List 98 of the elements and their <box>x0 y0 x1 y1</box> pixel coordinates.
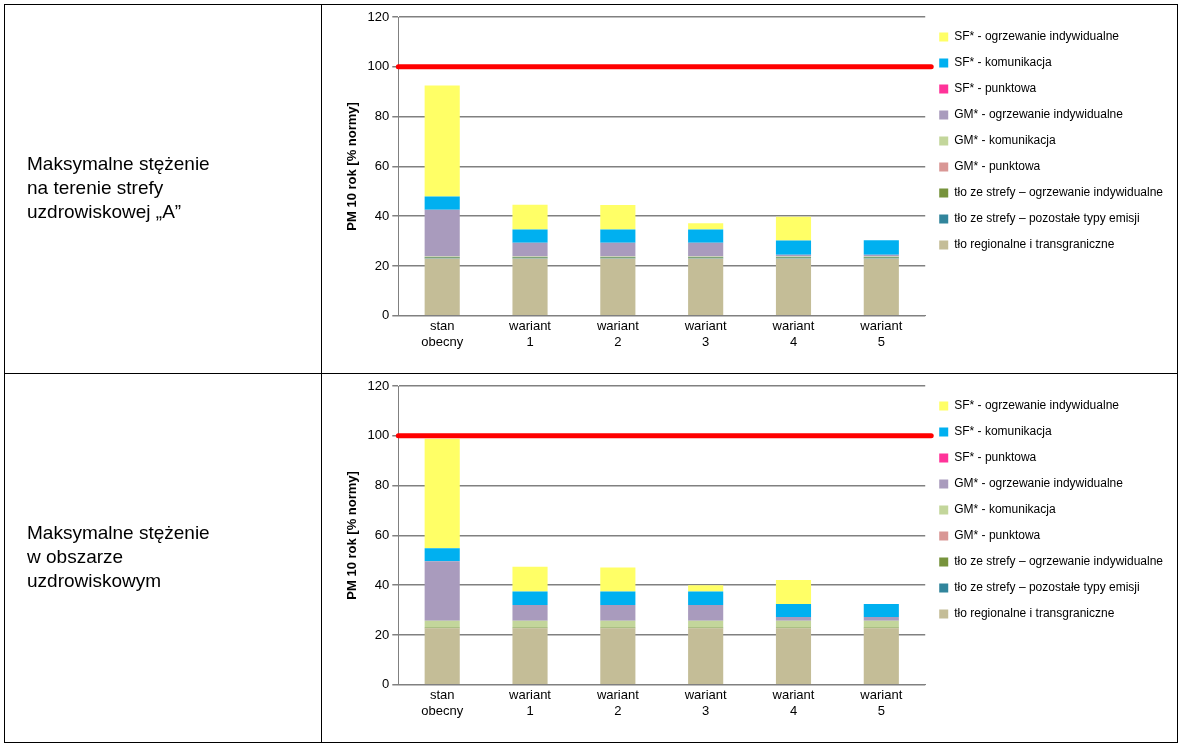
y-tick-label: 0 <box>382 307 390 323</box>
bar <box>512 229 548 243</box>
bar <box>512 566 548 592</box>
bar <box>600 591 636 606</box>
x-tick-label: wariant 4 <box>771 687 815 718</box>
bar <box>600 242 636 257</box>
bar <box>424 438 460 549</box>
legend-label: tło regionalne i transgraniczne <box>954 606 1115 621</box>
bar <box>863 617 899 621</box>
x-tick-label: wariant 3 <box>683 687 727 718</box>
bar <box>775 258 812 316</box>
bar <box>600 567 636 592</box>
x-tick-label: wariant 2 <box>595 687 640 718</box>
bar <box>424 620 460 628</box>
bar <box>512 591 548 606</box>
legend-label: GM* - ogrzewanie indywidualne <box>954 476 1124 491</box>
bar <box>863 628 899 685</box>
y-axis-title: PM 10 rok [% normy] <box>344 471 360 600</box>
bar <box>512 605 548 621</box>
legend-label: SF* - ogrzewanie indywidualne <box>954 398 1120 413</box>
bar <box>775 579 812 604</box>
legend-label: GM* - ogrzewanie indywidualne <box>954 107 1124 122</box>
x-tick-label: wariant 5 <box>859 687 903 718</box>
legend-label: SF* - komunikacja <box>954 55 1052 70</box>
bar <box>688 628 724 685</box>
bar <box>600 229 636 243</box>
legend-label: GM* - komunikacja <box>954 133 1056 148</box>
y-tick-label: 100 <box>367 58 390 74</box>
bar <box>424 196 460 210</box>
x-tick-label: wariant 3 <box>683 318 727 349</box>
legend-label: SF* - punktowa <box>954 81 1037 96</box>
bar <box>512 242 548 257</box>
y-tick-label: 60 <box>374 526 390 542</box>
x-tick-label: wariant 1 <box>508 687 552 718</box>
bar <box>600 620 636 628</box>
legend-label: SF* - punktowa <box>954 450 1037 465</box>
x-tick-label: wariant 5 <box>859 318 903 349</box>
y-tick-label: 120 <box>367 8 390 24</box>
legend-label: tło ze strefy – pozostałe typy emisji <box>954 211 1140 226</box>
bar <box>512 620 548 628</box>
bar <box>775 240 812 255</box>
legend-label: tło ze strefy – ogrzewanie indywidualne <box>954 185 1164 200</box>
bar <box>775 620 812 628</box>
x-tick-label: wariant 4 <box>771 318 815 349</box>
bar <box>688 229 724 243</box>
text: Maksymalne stężenie na terenie strefy uzdrowiskowej „A” <box>27 153 210 223</box>
x-tick-label: wariant 1 <box>508 318 552 349</box>
y-tick-label: 60 <box>374 157 390 173</box>
bar <box>688 620 724 628</box>
bar <box>424 561 460 621</box>
legend-label: SF* - ogrzewanie indywidualne <box>954 29 1120 44</box>
legend-label: tło ze strefy – ogrzewanie indywidualne <box>954 554 1164 569</box>
bar <box>600 205 636 230</box>
bar <box>863 620 899 628</box>
y-tick-label: 40 <box>374 207 390 223</box>
y-tick-label: 0 <box>382 676 390 692</box>
bar <box>688 242 724 257</box>
bar <box>775 216 812 241</box>
bar <box>600 605 636 621</box>
x-tick-label: stan obecny <box>421 687 464 718</box>
y-tick-label: 80 <box>374 477 390 493</box>
legend-label: tło ze strefy – pozostałe typy emisji <box>954 580 1140 595</box>
text: Maksymalne stężenie w obszarze uzdrowiskowym <box>26 522 210 592</box>
bar <box>424 628 460 685</box>
bar <box>863 240 899 255</box>
y-tick-label: 80 <box>374 108 390 124</box>
y-tick-label: 100 <box>367 427 390 443</box>
bar <box>424 548 460 562</box>
bar <box>424 85 460 197</box>
legend-label: SF* - komunikacja <box>954 424 1052 439</box>
bar <box>775 628 812 685</box>
bar <box>775 617 812 621</box>
bar <box>688 591 724 606</box>
bar <box>512 628 548 685</box>
bar <box>775 603 812 618</box>
y-tick-label: 120 <box>367 377 390 393</box>
legend-label: GM* - komunikacja <box>954 502 1056 517</box>
bar <box>600 258 636 316</box>
legend-label: tło regionalne i transgraniczne <box>954 237 1115 252</box>
y-tick-label: 20 <box>374 626 390 642</box>
bar <box>688 585 724 592</box>
legend-label: GM* - punktowa <box>954 159 1041 174</box>
bar <box>424 209 460 257</box>
y-axis-title: PM 10 rok [% normy] <box>344 102 360 231</box>
x-tick-label: stan obecny <box>421 318 464 349</box>
bar <box>512 204 548 230</box>
legend-label: GM* - punktowa <box>954 528 1041 543</box>
bar <box>863 258 899 316</box>
bar <box>424 258 460 316</box>
bar <box>688 605 724 621</box>
bar <box>863 603 899 618</box>
bar <box>688 223 724 230</box>
bar <box>600 628 636 685</box>
y-tick-label: 20 <box>374 257 390 273</box>
bar <box>688 258 724 316</box>
bar <box>512 258 548 316</box>
x-tick-label: wariant 2 <box>595 318 640 349</box>
y-tick-label: 40 <box>374 576 390 592</box>
